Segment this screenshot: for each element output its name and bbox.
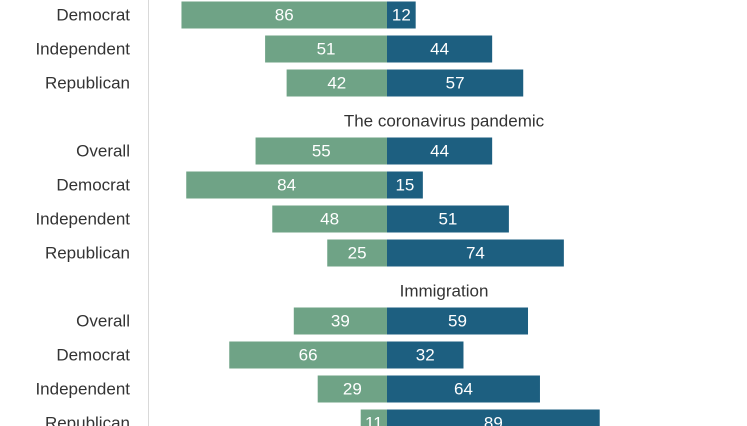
section-title: Immigration <box>400 282 489 301</box>
bar-right <box>387 137 493 165</box>
bar-left <box>293 307 387 335</box>
bar-right <box>387 307 529 335</box>
bar-right <box>387 171 423 199</box>
bar-right-value-label: 59 <box>448 312 467 331</box>
bar-right <box>387 205 509 233</box>
bar-right-value-label: 89 <box>484 414 503 426</box>
bar-left <box>181 1 387 29</box>
bar-left-value-label: 11 <box>365 414 383 426</box>
bar-left-value-label: 42 <box>327 74 346 93</box>
bar-right-value-label: 12 <box>392 6 411 25</box>
category-label: Republican <box>45 244 130 263</box>
category-label: Democrat <box>56 6 130 25</box>
bar-left <box>255 137 387 165</box>
section-title: The coronavirus pandemic <box>344 112 545 131</box>
category-label: Democrat <box>56 346 130 365</box>
bar-right-value-label: 74 <box>466 244 485 263</box>
bar-left <box>265 35 387 63</box>
category-label: Republican <box>45 74 130 93</box>
bar-left-value-label: 55 <box>312 142 331 161</box>
bar-right-value-label: 44 <box>430 40 449 59</box>
category-label: Independent <box>35 210 130 229</box>
bar-left <box>317 375 387 403</box>
bar-right <box>387 239 564 267</box>
bar-right <box>387 375 540 403</box>
bar-left <box>286 69 387 97</box>
bar-right <box>387 409 600 426</box>
bar-left-value-label: 39 <box>331 312 350 331</box>
bar-left-value-label: 84 <box>277 176 296 195</box>
category-label: Independent <box>35 40 130 59</box>
category-label: Democrat <box>56 176 130 195</box>
bar-left-value-label: 48 <box>320 210 339 229</box>
bar-right-value-label: 32 <box>416 346 435 365</box>
bar-right-value-label: 44 <box>430 142 449 161</box>
bar-right <box>387 341 464 369</box>
bar-right-value-label: 64 <box>454 380 473 399</box>
bar-right <box>387 35 493 63</box>
bar-right <box>387 1 416 29</box>
category-label: Overall <box>76 142 130 161</box>
bar-right-value-label: 51 <box>438 210 457 229</box>
bar-right-value-label: 57 <box>446 74 465 93</box>
category-label: Republican <box>45 414 130 426</box>
bar-left-value-label: 86 <box>275 6 294 25</box>
bar-left-value-label: 51 <box>317 40 336 59</box>
bar-left-value-label: 29 <box>343 380 362 399</box>
category-label: Independent <box>35 380 130 399</box>
category-label: Overall <box>76 312 130 331</box>
bar-left <box>186 171 387 199</box>
bar-left <box>229 341 387 369</box>
bar-right <box>387 69 524 97</box>
bar-left-value-label: 66 <box>299 346 318 365</box>
bar-left <box>360 409 387 426</box>
bar-right-value-label: 15 <box>395 176 414 195</box>
bar-left <box>272 205 387 233</box>
bar-left <box>327 239 387 267</box>
bar-left-value-label: 25 <box>348 244 367 263</box>
